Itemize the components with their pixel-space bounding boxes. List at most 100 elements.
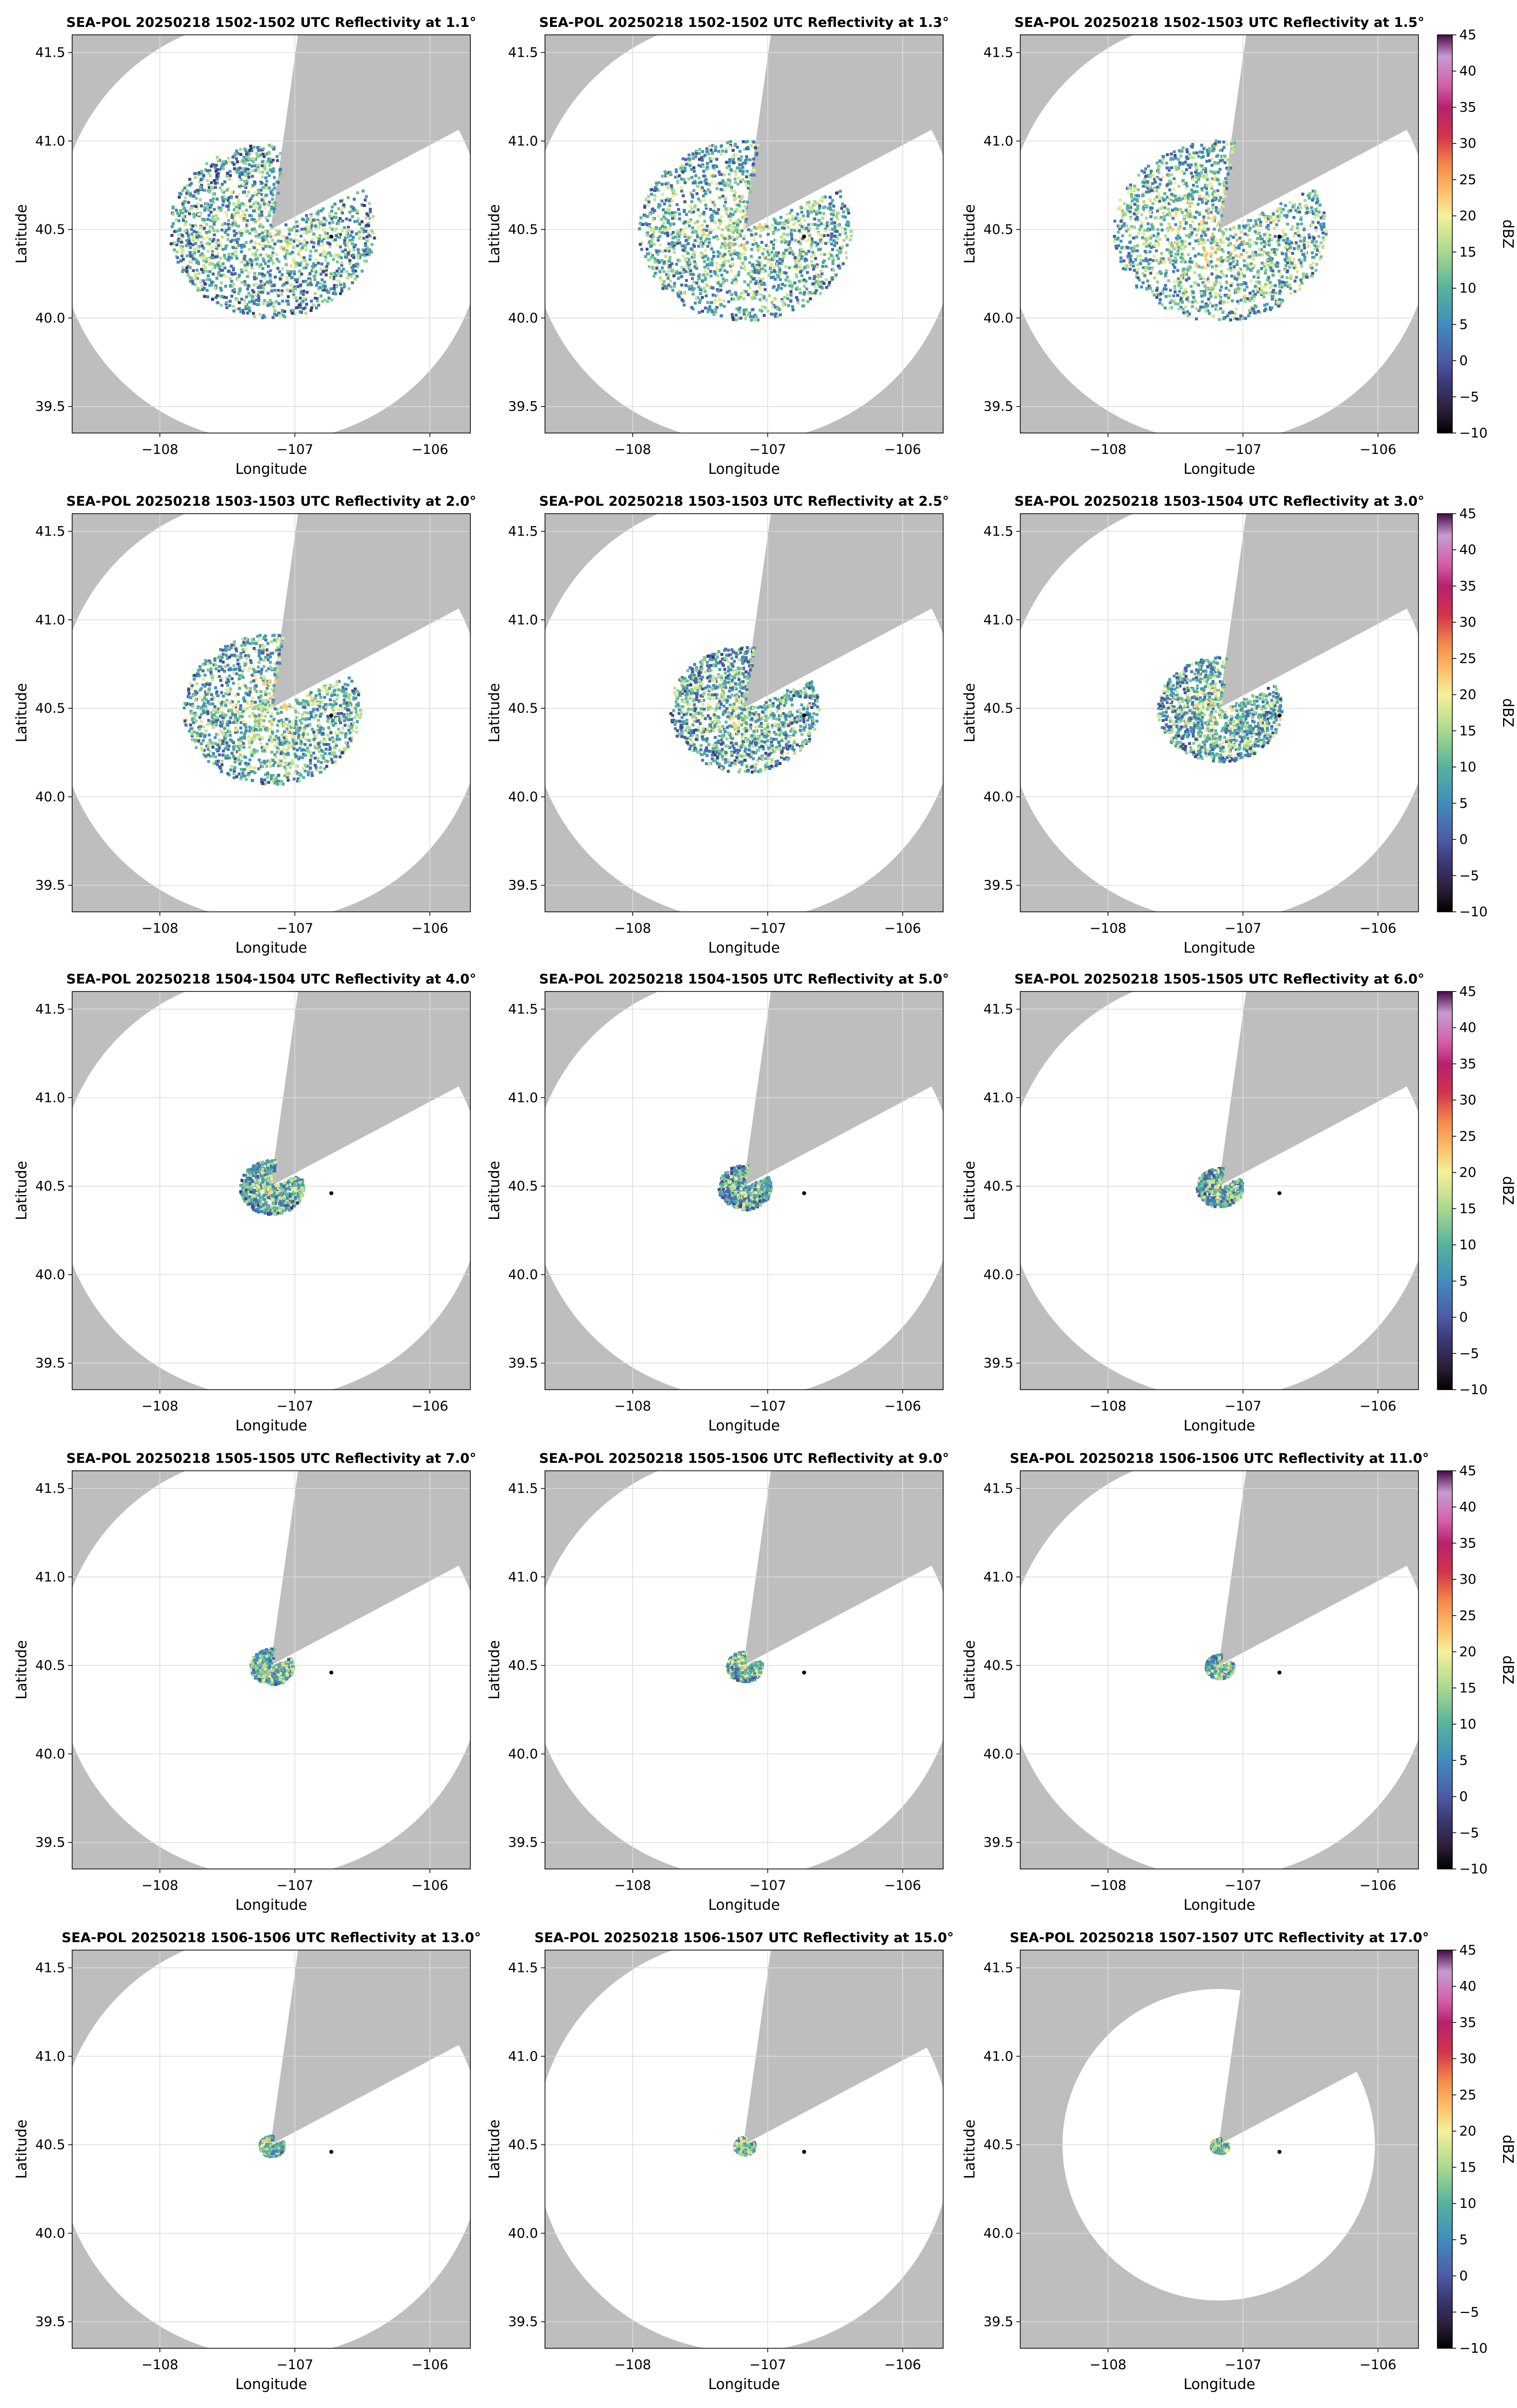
echo-cell xyxy=(735,203,739,207)
echo-cell xyxy=(1200,187,1204,191)
echo-cell xyxy=(212,281,215,284)
echo-cell xyxy=(684,158,687,161)
echo-cell xyxy=(230,256,233,260)
echo-cell xyxy=(325,289,328,293)
echo-cell xyxy=(1274,303,1278,306)
echo-cell xyxy=(666,221,670,224)
echo-cell xyxy=(194,190,197,194)
echo-cell xyxy=(818,219,821,222)
echo-cell xyxy=(718,219,721,222)
echo-cell xyxy=(1214,176,1217,180)
echo-cell xyxy=(657,189,660,192)
echo-cell xyxy=(201,270,205,274)
echo-cell xyxy=(1174,302,1178,306)
echo-cell xyxy=(658,270,662,274)
echo-cell xyxy=(743,234,747,238)
echo-cell xyxy=(831,199,834,202)
echo-cell xyxy=(1274,235,1277,238)
echo-cell xyxy=(234,231,238,235)
echo-cell xyxy=(1293,203,1297,207)
echo-cell xyxy=(356,256,360,260)
echo-cell xyxy=(289,238,293,241)
echo-cell xyxy=(1181,211,1184,214)
echo-cell xyxy=(230,280,233,283)
echo-cell xyxy=(680,298,684,302)
echo-cell xyxy=(1212,240,1215,243)
echo-cell xyxy=(1191,215,1194,219)
echo-cell xyxy=(711,310,714,314)
echo-cell xyxy=(1302,243,1306,247)
echo-cell xyxy=(1265,252,1269,255)
echo-cell xyxy=(1140,213,1143,217)
echo-cell xyxy=(762,281,765,285)
echo-cell xyxy=(702,194,705,198)
echo-cell xyxy=(1215,243,1219,247)
echo-cell xyxy=(230,216,234,219)
axes-frame xyxy=(72,34,471,434)
echo-cell xyxy=(803,219,807,222)
echo-cell xyxy=(687,258,690,261)
echo-cell xyxy=(183,229,187,233)
echo-cell xyxy=(203,209,207,212)
echo-cell xyxy=(247,271,250,274)
echo-cell xyxy=(1262,295,1266,299)
echo-cell xyxy=(674,168,678,172)
echo-cell xyxy=(737,161,741,164)
echo-cell xyxy=(766,250,769,254)
echo-cell xyxy=(1288,239,1292,243)
echo-cell xyxy=(1230,274,1233,278)
echo-cell xyxy=(1201,151,1204,154)
echo-cell xyxy=(254,229,257,233)
echo-cell xyxy=(1179,297,1183,301)
echo-cell xyxy=(1229,311,1232,314)
echo-cell xyxy=(211,199,214,203)
echo-cell xyxy=(1178,208,1182,211)
echo-cell xyxy=(1214,251,1217,254)
echo-cell xyxy=(813,277,816,280)
echo-cell xyxy=(335,269,339,273)
echo-cell xyxy=(317,210,320,213)
echo-cell xyxy=(1204,258,1207,261)
echo-cell xyxy=(1287,210,1291,214)
echo-cell xyxy=(734,196,737,200)
echo-cell xyxy=(738,306,742,310)
echo-cell xyxy=(295,229,299,232)
echo-cell xyxy=(1256,290,1260,294)
echo-cell xyxy=(176,260,180,264)
echo-cell xyxy=(748,261,752,264)
echo-cell xyxy=(672,247,675,250)
echo-cell xyxy=(1117,230,1120,234)
echo-cell xyxy=(755,293,758,296)
echo-cell xyxy=(1191,191,1194,194)
echo-cell xyxy=(1161,197,1164,200)
echo-cell xyxy=(188,260,192,264)
echo-cell xyxy=(183,186,187,190)
echo-cell xyxy=(818,282,822,286)
echo-cell xyxy=(253,164,257,168)
echo-cell xyxy=(1229,269,1233,272)
echo-cell xyxy=(790,228,793,232)
echo-cell xyxy=(303,238,306,242)
echo-cell xyxy=(1240,240,1244,244)
echo-cell xyxy=(669,266,672,269)
echo-cell xyxy=(693,239,697,242)
echo-cell xyxy=(782,226,786,230)
echo-cell xyxy=(310,229,313,232)
echo-cell xyxy=(1293,290,1297,293)
echo-cell xyxy=(295,306,298,310)
echo-cell xyxy=(1173,241,1177,244)
echo-cell xyxy=(671,268,675,272)
echo-cell xyxy=(1220,214,1223,218)
echo-cell xyxy=(681,254,685,258)
echo-cell xyxy=(1151,267,1154,271)
echo-cell xyxy=(1225,237,1229,240)
echo-cell xyxy=(1191,305,1194,308)
echo-cell xyxy=(1307,236,1311,239)
echo-cell xyxy=(347,287,351,291)
echo-cell xyxy=(1198,150,1202,154)
echo-cell xyxy=(656,252,659,256)
echo-cell xyxy=(1213,178,1217,182)
echo-cell xyxy=(751,264,754,267)
echo-cell xyxy=(296,244,299,247)
echo-cell xyxy=(712,157,715,160)
